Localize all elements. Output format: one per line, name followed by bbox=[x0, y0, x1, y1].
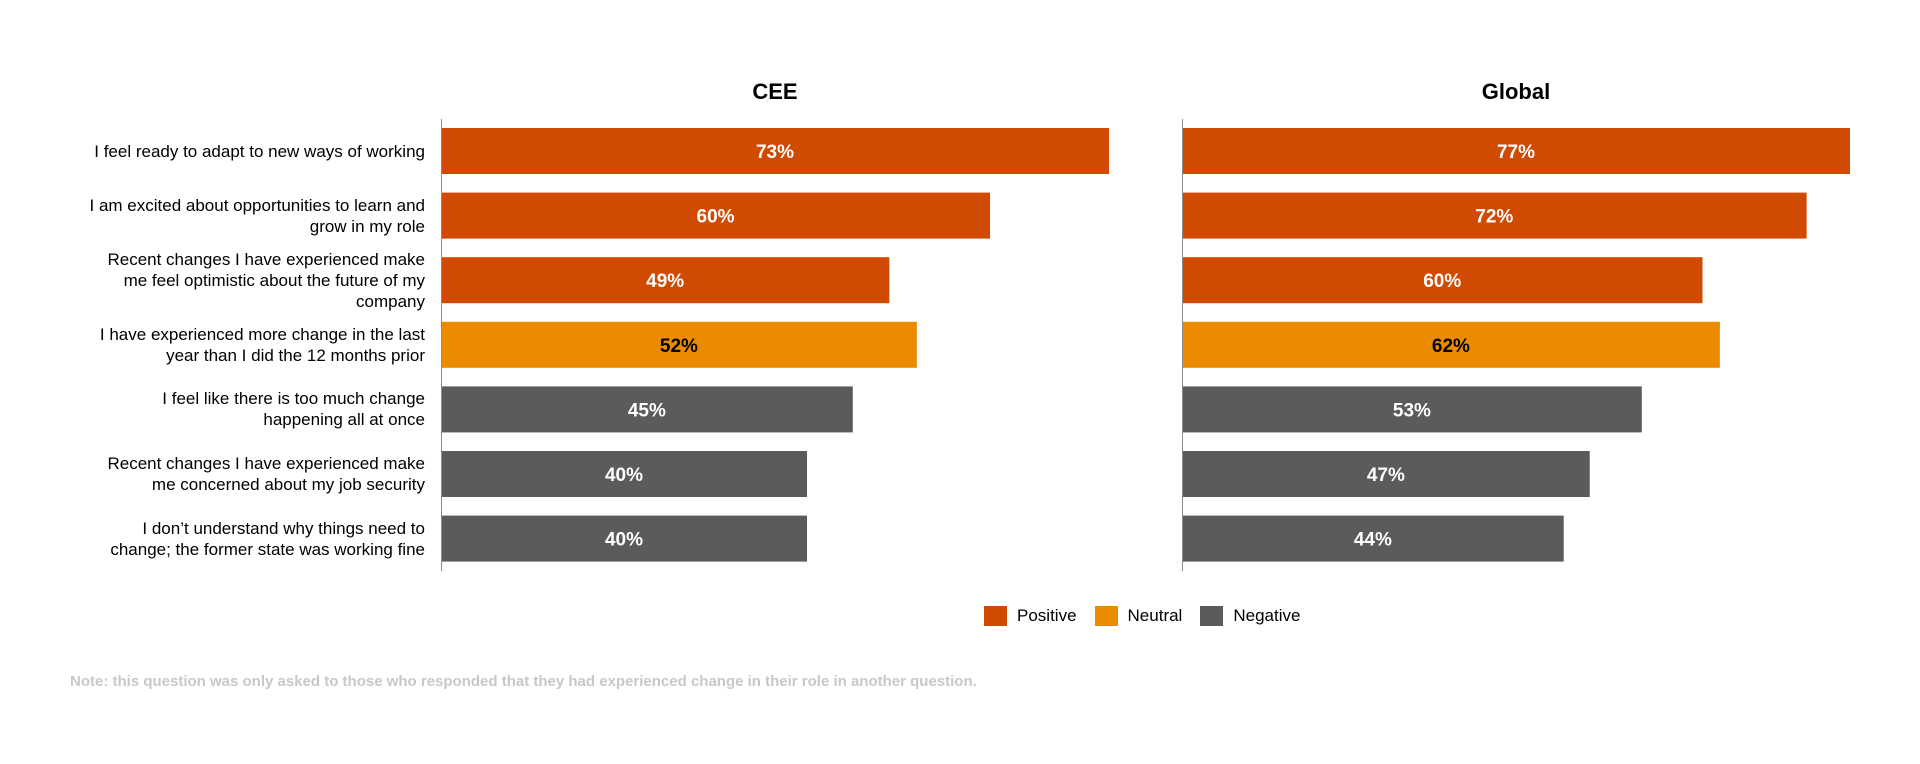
legend-label-neutral: Neutral bbox=[1127, 606, 1183, 625]
panel-title-cee: CEE bbox=[752, 79, 797, 104]
category-label-text: I feel like there is too much change happ… bbox=[162, 388, 425, 430]
category-label-line: I don’t understand why things need to bbox=[142, 518, 425, 538]
category-label-line: grow in my role bbox=[309, 216, 425, 236]
legend-swatch-negative bbox=[1200, 606, 1224, 626]
footnote: Note: this question was only asked to th… bbox=[70, 673, 977, 690]
data-label-global: 47% bbox=[1367, 465, 1405, 486]
data-label-global: 44% bbox=[1354, 530, 1392, 551]
category-label-line: me feel optimistic about the future of m… bbox=[123, 270, 425, 290]
category-label-text: I don’t understand why things need to cha… bbox=[110, 518, 425, 560]
data-label-global: 60% bbox=[1423, 271, 1461, 292]
bar-global bbox=[1182, 515, 1564, 562]
legend-label-negative: Negative bbox=[1233, 606, 1301, 625]
category-label: Recent changes I have experienced make me… bbox=[25, 442, 425, 506]
category-label-line: Recent changes I have experienced make bbox=[107, 454, 425, 473]
data-label-cee: 60% bbox=[697, 207, 735, 228]
category-label-text: I am excited about opportunities to lear… bbox=[90, 195, 426, 237]
bar-cee bbox=[441, 321, 917, 368]
bar-global bbox=[1182, 386, 1642, 433]
panel-title-global: Global bbox=[1482, 79, 1550, 104]
category-label-text: Recent changes I have experienced make me… bbox=[107, 453, 425, 495]
bar-cee bbox=[441, 128, 1109, 174]
category-label-line: change; the former state was working fin… bbox=[110, 539, 425, 559]
legend-swatch-positive bbox=[984, 606, 1007, 626]
data-label-cee: 45% bbox=[628, 400, 666, 421]
category-label-line: I feel like there is too much change bbox=[162, 389, 425, 409]
data-label-cee: 73% bbox=[756, 142, 794, 163]
data-label-global: 77% bbox=[1497, 142, 1535, 163]
data-label-global: 53% bbox=[1393, 400, 1431, 421]
category-label-text: I feel ready to adapt to new ways of wor… bbox=[94, 141, 425, 162]
bar-global bbox=[1182, 192, 1807, 239]
bar-global bbox=[1182, 321, 1720, 368]
bar-cee bbox=[441, 257, 890, 304]
category-label-line: company bbox=[356, 291, 425, 311]
category-label: I am excited about opportunities to lear… bbox=[25, 184, 426, 248]
bar-cee bbox=[441, 515, 808, 562]
legend-item-neutral: Neutral bbox=[1094, 606, 1183, 626]
bar-global bbox=[1182, 128, 1850, 174]
bar-cee bbox=[441, 386, 853, 433]
category-label-line: year than I did the 12 months prior bbox=[166, 345, 425, 365]
category-label: I feel ready to adapt to new ways of wor… bbox=[25, 119, 425, 183]
legend-label-positive: Positive bbox=[1017, 606, 1077, 625]
bar-cee bbox=[441, 192, 991, 239]
category-label-line: I am excited about opportunities to lear… bbox=[89, 195, 426, 215]
data-label-global: 72% bbox=[1475, 207, 1513, 228]
category-label-line: me concerned about my job security bbox=[151, 475, 425, 494]
category-label-line: happening all at once bbox=[263, 410, 425, 430]
data-label-cee: 52% bbox=[660, 336, 698, 357]
data-label-cee: 49% bbox=[646, 271, 684, 292]
data-label-cee: 40% bbox=[605, 465, 643, 486]
category-label-line: Recent changes I have experienced make bbox=[107, 249, 425, 269]
legend-item-negative: Negative bbox=[1200, 606, 1300, 626]
data-label-cee: 40% bbox=[605, 530, 643, 551]
category-label: I don’t understand why things need to cha… bbox=[25, 507, 425, 571]
data-label-global: 62% bbox=[1432, 336, 1470, 357]
category-label-line: I feel ready to adapt to new ways of wor… bbox=[94, 141, 425, 161]
category-label-text: I have experienced more change in the la… bbox=[100, 324, 425, 366]
category-label: I have experienced more change in the la… bbox=[25, 313, 425, 377]
category-label: I feel like there is too much change happ… bbox=[25, 377, 425, 441]
legend: Positive Neutral Negative bbox=[984, 606, 1318, 626]
bar-global bbox=[1182, 451, 1590, 497]
bar-cee bbox=[441, 451, 808, 497]
bar-global bbox=[1182, 257, 1703, 304]
category-label: Recent changes I have experienced make me… bbox=[25, 248, 425, 312]
legend-swatch-neutral bbox=[1094, 606, 1118, 626]
category-label-line: I have experienced more change in the la… bbox=[99, 324, 425, 344]
category-label-text: Recent changes I have experienced make me… bbox=[107, 249, 425, 312]
legend-item-positive: Positive bbox=[984, 606, 1077, 626]
